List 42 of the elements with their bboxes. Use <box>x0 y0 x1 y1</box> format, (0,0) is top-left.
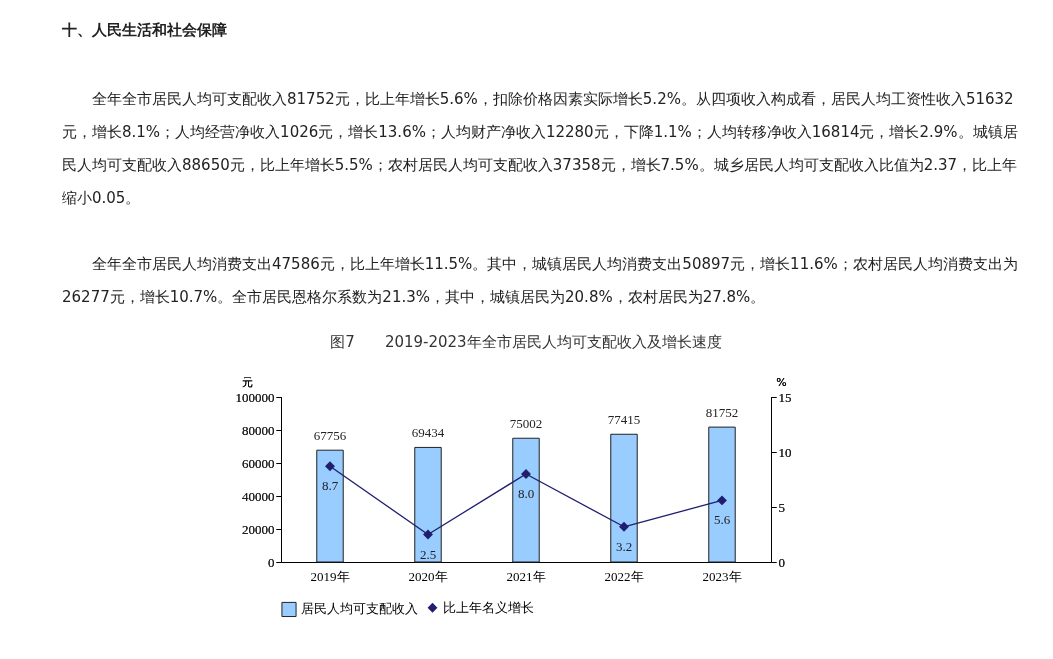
text: 全年全市居民人均可支配收入81752元，比上年增长5.6%，扣除价格因素实际增长5.2%。从四项收入构成看，居民人均工资性收入51632元，增长8.1%；人均经营净收入1026元，增长13.6%；人均财产净收入12280元，下降1.1%；人均转移净收入16814元，增长2.9%。城镇居民人均可支配收入88650元，比上年增长5.5%；农村居民人均可支配收入37358元，增长7.5%。城乡居民人均可支配收入比值为2.37，比上年缩小0.05。 <box>62 89 1019 209</box>
data-label: 67756 <box>313 428 347 444</box>
x-tick-label: 2019年 <box>310 568 350 584</box>
y-axis-title: 元 <box>242 375 253 389</box>
text: 十、人民生活和社会保障 <box>62 20 228 41</box>
y-tick-label: 40000 <box>242 488 275 504</box>
bar <box>414 446 442 563</box>
point <box>717 495 727 505</box>
bar <box>316 449 344 563</box>
y2-tick-label: 15 <box>778 389 792 405</box>
bar <box>512 437 540 563</box>
x-tick-label: 2021年 <box>506 568 546 584</box>
y2-tick-label: 0 <box>778 554 785 570</box>
data-label: 8.7 <box>321 478 339 494</box>
y2-axis-title: % <box>776 375 787 389</box>
data-label: 3.2 <box>615 538 633 554</box>
point <box>325 461 335 471</box>
y2-tick-label: 10 <box>778 444 792 460</box>
legend-label: 居民人均可支配收入 <box>301 601 418 617</box>
y-tick-label: 20000 <box>242 521 275 537</box>
chart-title: 图7 2019-2023年全市居民人均可支配收入及增长速度 <box>330 333 722 351</box>
x-tick-label: 2022年 <box>604 568 644 584</box>
bar <box>610 433 638 563</box>
y2-tick-label: 5 <box>778 499 785 515</box>
data-label: 8.0 <box>517 486 535 501</box>
data-label: 75002 <box>509 416 543 432</box>
data-label: 5.6 <box>713 512 731 528</box>
point <box>619 522 629 532</box>
y-tick-label: 0 <box>268 554 275 570</box>
legend-label: 比上年名义增长 <box>443 599 534 615</box>
y-tick-label: 60000 <box>242 455 275 471</box>
x-tick-label: 2020年 <box>408 568 448 584</box>
x-tick-label: 2023年 <box>702 568 742 584</box>
data-label: 2.5 <box>419 546 437 562</box>
y-tick-label: 100000 <box>235 389 275 405</box>
text: 全年全市居民人均消费支出47586元，比上年增长11.5%。其中，城镇居民人均消费支出50897元，增长11.6%；农村居民人均消费支出为26277元，增长10.7%。全市居民恩格尔系数为21.3%，其中，城镇居民为20.8%，农村居民为27.8%。 <box>62 254 1019 308</box>
y-tick-label: 80000 <box>242 422 275 438</box>
bar <box>708 426 736 563</box>
data-label: 81752 <box>705 405 739 421</box>
data-label: 77415 <box>607 412 641 428</box>
point <box>423 529 433 540</box>
data-label: 69434 <box>411 425 445 441</box>
